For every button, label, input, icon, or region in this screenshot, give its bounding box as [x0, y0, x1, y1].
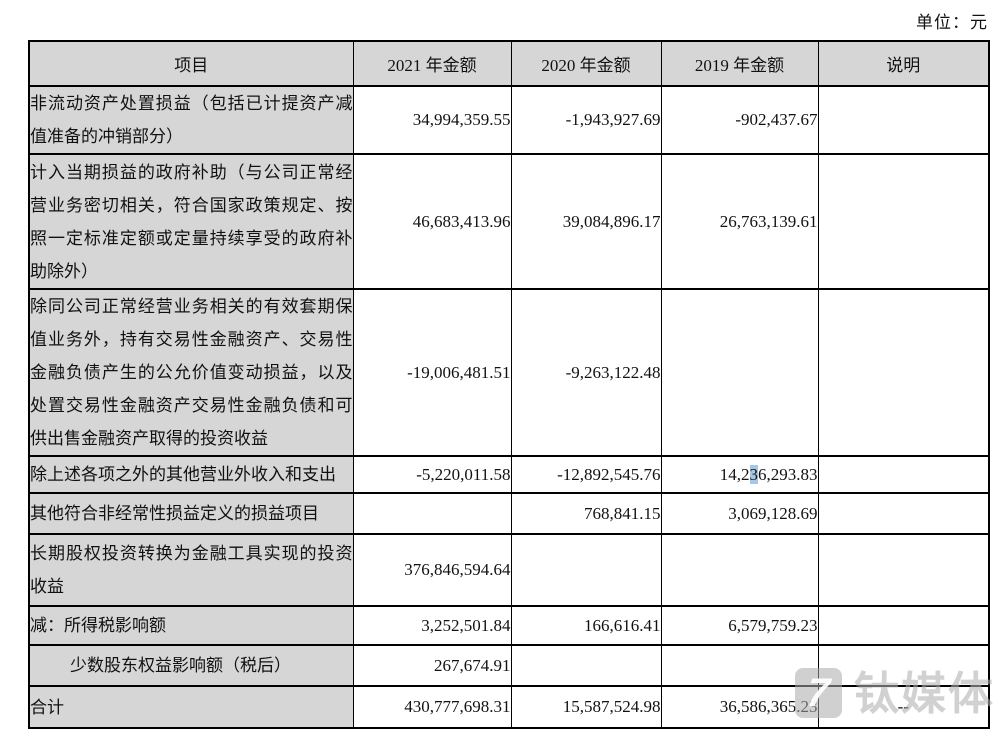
amount-2021: 34,994,359.55	[352, 85, 512, 155]
amount-2019: 6,579,759.23	[660, 605, 819, 646]
amount-2020: 39,084,896.17	[510, 153, 662, 290]
table-row: 减：所得税影响额 3,252,501.84 166,616.41 6,579,7…	[28, 605, 990, 646]
note-cell	[817, 455, 990, 494]
amount-2021: 430,777,698.31	[352, 685, 512, 729]
col-header-2021: 2021 年金额	[352, 40, 512, 87]
amount-2020	[510, 644, 662, 687]
table-row: 除上述各项之外的其他营业外收入和支出 -5,220,011.58 -12,892…	[28, 455, 990, 494]
col-header-note: 说明	[817, 40, 990, 87]
unit-label: 单位：元	[916, 13, 988, 32]
amount-2019-with-selection: 14,236,293.83	[660, 455, 819, 494]
item-label: 非流动资产处置损益（包括已计提资产减值准备的冲销部分）	[28, 85, 354, 155]
amount-2019-post: 6,293.83	[758, 464, 818, 484]
table-row: 计入当期损益的政府补助（与公司正常经营业务密切相关，符合国家政策规定、按照一定标…	[28, 153, 990, 290]
selected-digit: 3	[749, 464, 758, 484]
item-label: 少数股东权益影响额（税后）	[28, 644, 354, 687]
table-row: 其他符合非经常性损益定义的损益项目 768,841.15 3,069,128.6…	[28, 492, 990, 535]
amount-2019: -902,437.67	[660, 85, 819, 155]
col-header-item: 项目	[28, 40, 354, 87]
amount-2021: 267,674.91	[352, 644, 512, 687]
amount-2020: -1,943,927.69	[510, 85, 662, 155]
amount-2021: 46,683,413.96	[352, 153, 512, 290]
amount-2021: 3,252,501.84	[352, 605, 512, 646]
item-label: 除同公司正常经营业务相关的有效套期保值业务外，持有交易性金融资产、交易性金融负债…	[28, 288, 354, 457]
amount-2019	[660, 533, 819, 607]
amount-2019: 36,586,365.23	[660, 685, 819, 729]
table-row: 非流动资产处置损益（包括已计提资产减值准备的冲销部分） 34,994,359.5…	[28, 85, 990, 155]
note-cell	[817, 85, 990, 155]
table-row: 除同公司正常经营业务相关的有效套期保值业务外，持有交易性金融资产、交易性金融负债…	[28, 288, 990, 457]
note-cell: --	[817, 685, 990, 729]
item-label: 其他符合非经常性损益定义的损益项目	[28, 492, 354, 535]
note-cell	[817, 644, 990, 687]
item-label: 减：所得税影响额	[28, 605, 354, 646]
col-header-2020: 2020 年金额	[510, 40, 662, 87]
item-label: 除上述各项之外的其他营业外收入和支出	[28, 455, 354, 494]
amount-2019: 3,069,128.69	[660, 492, 819, 535]
note-cell	[817, 492, 990, 535]
amount-2020: -12,892,545.76	[510, 455, 662, 494]
item-label: 计入当期损益的政府补助（与公司正常经营业务密切相关，符合国家政策规定、按照一定标…	[28, 153, 354, 290]
amount-2021	[352, 492, 512, 535]
note-cell	[817, 153, 990, 290]
table-header-row: 项目 2021 年金额 2020 年金额 2019 年金额 说明	[28, 40, 990, 87]
note-cell	[817, 288, 990, 457]
amount-2021: -19,006,481.51	[352, 288, 512, 457]
table-row-total: 合计 430,777,698.31 15,587,524.98 36,586,3…	[28, 685, 990, 729]
amount-2019	[660, 644, 819, 687]
amount-2020: 15,587,524.98	[510, 685, 662, 729]
amount-2019-pre: 14,2	[719, 464, 750, 484]
table-row: 长期股权投资转换为金融工具实现的投资收益 376,846,594.64	[28, 533, 990, 607]
item-label-total: 合计	[28, 685, 354, 729]
non-recurring-items-table: 项目 2021 年金额 2020 年金额 2019 年金额 说明 非流动资产处置…	[28, 40, 990, 729]
amount-2019: 26,763,139.61	[660, 153, 819, 290]
amount-2020: 768,841.15	[510, 492, 662, 535]
amount-2020: 166,616.41	[510, 605, 662, 646]
note-cell	[817, 533, 990, 607]
amount-2019	[660, 288, 819, 457]
amount-2021: -5,220,011.58	[352, 455, 512, 494]
note-cell	[817, 605, 990, 646]
amount-2020: -9,263,122.48	[510, 288, 662, 457]
amount-2021: 376,846,594.64	[352, 533, 512, 607]
col-header-2019: 2019 年金额	[660, 40, 819, 87]
table-row: 少数股东权益影响额（税后） 267,674.91	[28, 644, 990, 687]
item-label: 长期股权投资转换为金融工具实现的投资收益	[28, 533, 354, 607]
amount-2020	[510, 533, 662, 607]
